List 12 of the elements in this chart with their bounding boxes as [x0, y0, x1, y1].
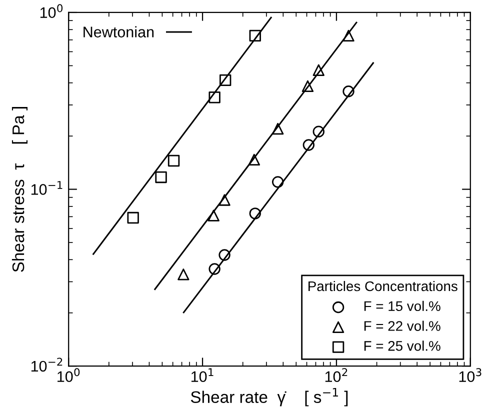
x-tick-label: 10$^{3}$	[459, 368, 482, 382]
x-tick-label: 10$^{1}$	[191, 368, 214, 382]
x-tick-label: 10$^{2}$	[325, 368, 348, 382]
y-axis-title: Shear stress τ [ Pa ]	[12, 107, 28, 272]
x-axis-title: Shear rate γ̇ [ s$^{−1}$ ]	[190, 388, 348, 406]
y-tick-label: 10$^{−1}$	[31, 181, 62, 195]
legend-label: F = 22 vol.%	[364, 320, 440, 331]
legend-label: F = 15 vol.%	[364, 300, 440, 312]
legend-title: Particles Concentrations	[308, 280, 458, 292]
text: Newtonian	[84, 26, 154, 38]
y-tick-label: 10$^{0}$	[40, 4, 63, 18]
legend-label: F = 25 vol.%	[364, 340, 440, 351]
